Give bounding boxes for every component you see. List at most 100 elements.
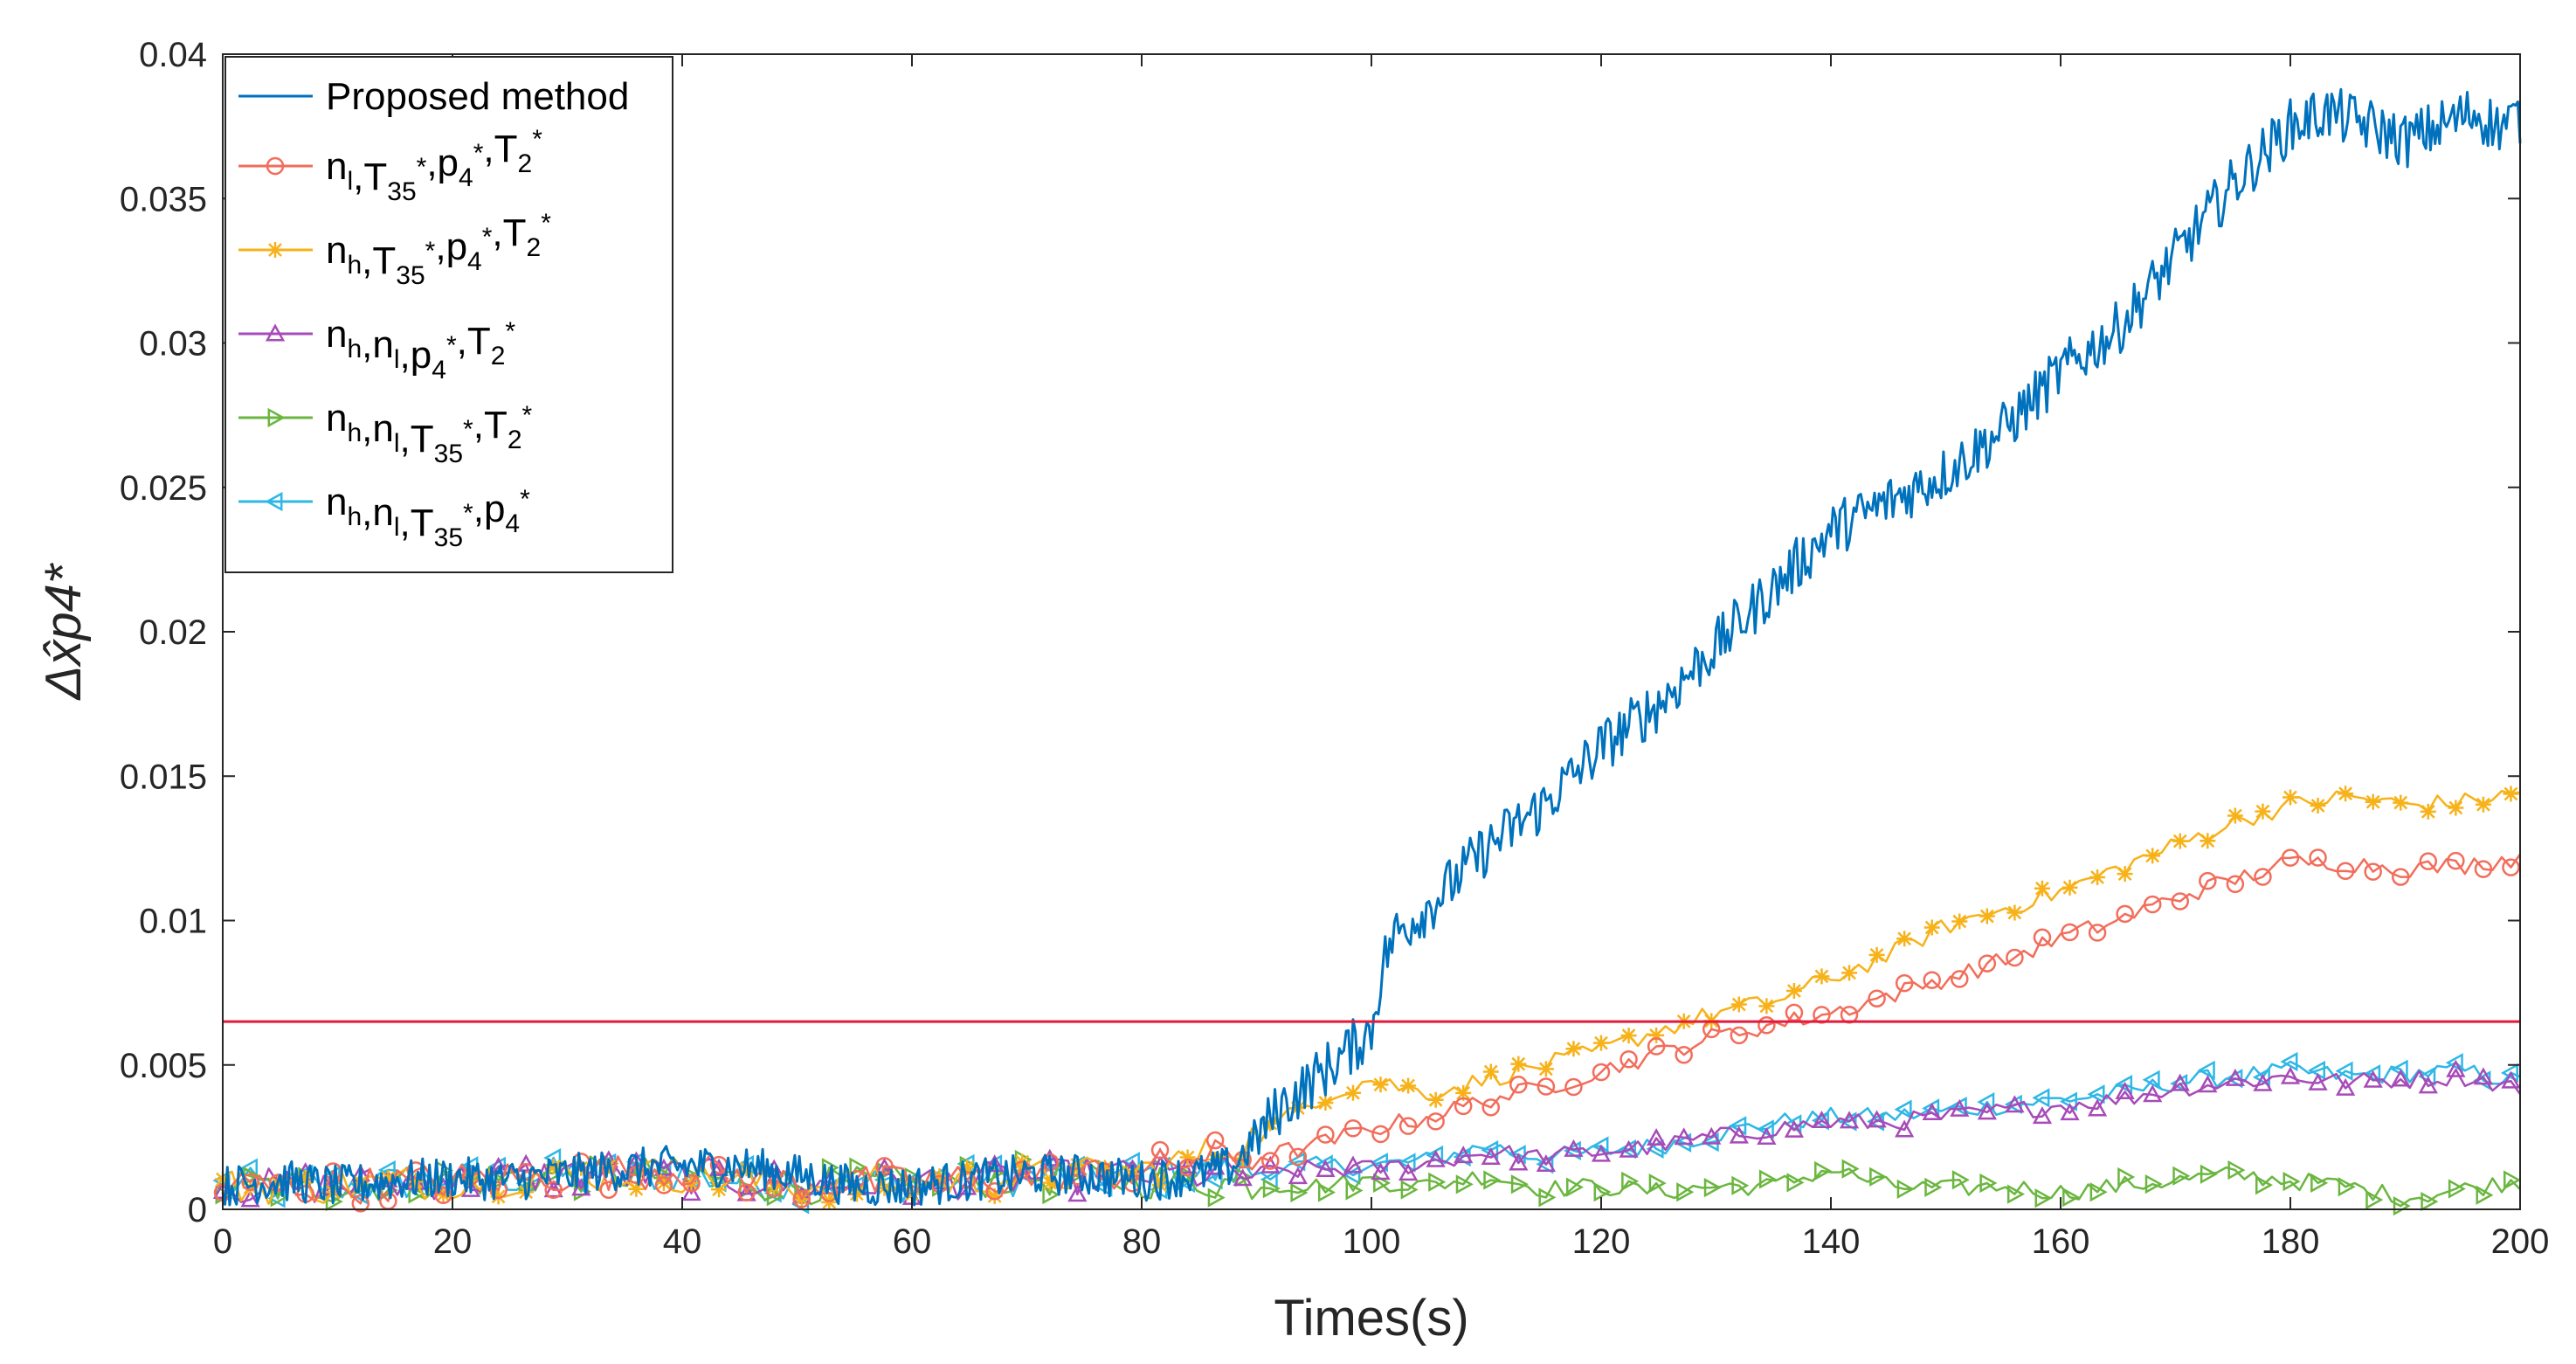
- data-point-marker: [2199, 871, 2217, 890]
- data-point-marker: [2501, 1070, 2521, 1089]
- data-point-marker: [2227, 807, 2243, 824]
- data-point-marker: [2172, 833, 2188, 849]
- axes: 0 20 40 60 80 100 120 140 160 180 200 0 0.005 0.01 0.0…: [120, 36, 2549, 1261]
- y-axis-title: Δx̂p4*: [35, 562, 92, 701]
- data-point-marker: [1896, 931, 1913, 947]
- data-point-marker: [1205, 1131, 1225, 1150]
- data-point-marker: [2420, 803, 2436, 820]
- data-point-marker: [1565, 1177, 1585, 1197]
- data-point-marker: [2061, 879, 2078, 896]
- y-tick-label: 0.03: [139, 325, 207, 364]
- series-0: [221, 87, 2522, 1207]
- data-point-marker: [1674, 1127, 1694, 1146]
- data-point-marker: [1593, 1182, 1612, 1202]
- data-point-marker: [490, 1188, 507, 1205]
- data-point-marker: [2005, 1095, 2025, 1113]
- data-point-marker: [1371, 1162, 1391, 1181]
- data-point-marker: [1978, 954, 1997, 973]
- data-point-marker: [682, 1174, 701, 1193]
- data-point-marker: [2116, 904, 2134, 924]
- data-point-marker: [1591, 1144, 1612, 1162]
- data-point-marker: [2087, 1098, 2108, 1117]
- legend-item-1: nl,T35*,p4*,T2*: [238, 125, 542, 206]
- data-point-marker: [2088, 924, 2107, 942]
- y-tick-label: 0.025: [120, 469, 207, 508]
- x-tick-label: 160: [2032, 1222, 2090, 1261]
- data-point-marker: [2006, 1184, 2025, 1204]
- legend-marker: [265, 323, 286, 342]
- data-point-marker: [821, 1194, 838, 1210]
- x-axis-title: Times(s): [1274, 1290, 1468, 1347]
- data-point-marker: [2200, 833, 2216, 849]
- data-point-marker: [1454, 1097, 1473, 1116]
- y-tick-label: 0.035: [120, 180, 207, 218]
- data-point-marker: [1096, 1160, 1113, 1177]
- series-layer: [212, 87, 2522, 1216]
- data-point-marker: [708, 1158, 729, 1176]
- data-point-marker: [2308, 1072, 2328, 1091]
- data-point-marker: [1262, 1178, 1281, 1199]
- data-point-marker: [1067, 1184, 1088, 1202]
- data-point-marker: [1812, 1110, 1832, 1128]
- data-point-marker: [1179, 1149, 1196, 1166]
- data-point-marker: [2117, 866, 2133, 883]
- data-point-marker: [2280, 1066, 2301, 1084]
- data-point-marker: [2197, 1060, 2215, 1080]
- data-point-marker: [1676, 1182, 1695, 1202]
- legend-label: nh,nl,p4*,T2*: [326, 313, 515, 384]
- data-point-marker: [1427, 1091, 1444, 1108]
- data-point-marker: [1592, 1063, 1611, 1082]
- data-point-marker: [2144, 1174, 2163, 1194]
- data-point-marker: [2032, 1088, 2050, 1108]
- data-point-marker: [737, 1183, 756, 1201]
- data-point-marker: [1895, 1119, 1915, 1138]
- legend-marker: [267, 407, 286, 428]
- x-tick-label: 60: [893, 1222, 932, 1261]
- data-point-marker: [2365, 1189, 2384, 1210]
- data-point-marker: [1868, 989, 1886, 1007]
- data-point-marker: [1648, 1027, 1665, 1043]
- data-point-marker: [1343, 1118, 1363, 1138]
- data-point-marker: [628, 1181, 645, 1197]
- legend-item-5: nh,nl,T35*,p4*: [238, 481, 530, 552]
- legend-label: nh,nl,T35*,p4*: [326, 481, 530, 552]
- data-point-marker: [1345, 1181, 1364, 1201]
- data-point-marker: [2226, 875, 2245, 893]
- legend-marker: [265, 491, 283, 512]
- data-point-marker: [2034, 880, 2050, 897]
- data-point-marker: [2447, 851, 2465, 870]
- x-tick-label: 140: [1802, 1222, 1861, 1261]
- data-point-marker: [2391, 868, 2410, 886]
- data-point-marker: [2419, 852, 2438, 870]
- legend-box: [224, 56, 673, 573]
- y-tick-label: 0.005: [120, 1047, 207, 1085]
- data-point-marker: [1979, 908, 1995, 924]
- data-point-marker: [1647, 1037, 1666, 1056]
- data-point-marker: [1979, 1173, 1998, 1194]
- data-point-marker: [2200, 1164, 2218, 1184]
- data-point-marker: [738, 1160, 755, 1177]
- data-point-marker: [2117, 1167, 2136, 1187]
- data-point-marker: [711, 1181, 728, 1198]
- data-point-marker: [985, 1182, 1004, 1201]
- data-point-marker: [2502, 858, 2520, 876]
- data-point-marker: [1041, 1174, 1058, 1191]
- data-point-marker: [1564, 1077, 1583, 1097]
- data-point-marker: [2503, 1170, 2522, 1190]
- data-point-marker: [1729, 1125, 1749, 1144]
- data-point-marker: [1483, 1170, 1502, 1190]
- data-point-marker: [2143, 1084, 2163, 1103]
- data-point-marker: [2338, 1177, 2356, 1197]
- data-point-marker: [2144, 848, 2161, 864]
- data-point-marker: [1951, 970, 1969, 988]
- data-point-marker: [1288, 1147, 1308, 1167]
- data-point-marker: [1344, 1084, 1361, 1101]
- data-point-marker: [380, 1170, 397, 1187]
- data-point-marker: [1426, 1112, 1445, 1131]
- y-tick-label: 0.015: [120, 758, 207, 796]
- data-point-marker: [1261, 1152, 1280, 1170]
- data-point-marker: [1758, 1015, 1776, 1035]
- data-point-marker: [2171, 892, 2190, 910]
- data-point-marker: [1702, 1126, 1722, 1145]
